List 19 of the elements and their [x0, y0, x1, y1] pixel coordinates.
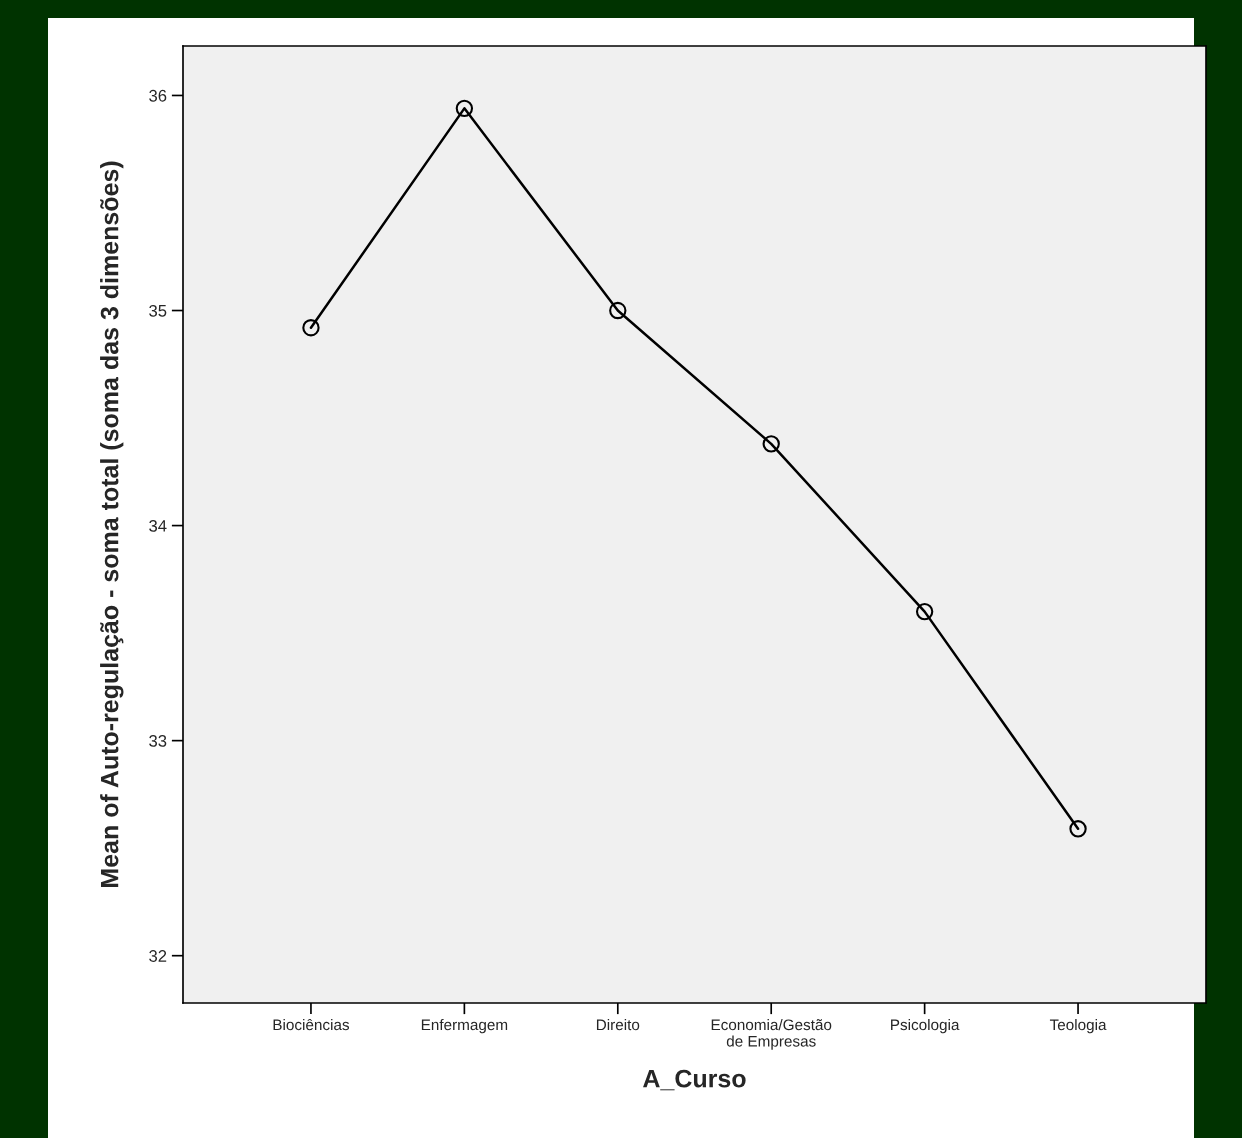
x-tick-label: Economia/Gestão de Empresas [711, 1018, 832, 1050]
x-axis-title: A_Curso [643, 1069, 746, 1091]
y-axis-title: Mean of Auto-regulação - soma total (soma das 3 dimensões) [100, 161, 124, 887]
point [1069, 820, 1087, 838]
y-tick-label: 36 [149, 89, 167, 102]
point [455, 99, 474, 118]
x-tick-label: Teologia [1049, 1018, 1107, 1034]
point [609, 301, 627, 320]
y-tick-label: 32 [149, 950, 167, 962]
point [762, 435, 780, 453]
x-tick-label: Biociências [273, 1018, 350, 1031]
y-tick-label: 34 [149, 519, 167, 532]
point [915, 602, 934, 621]
x-tick-label: Direito [596, 1018, 640, 1031]
point [302, 319, 320, 337]
x-tick-label: Psicologia [891, 1018, 960, 1034]
x-tick-label: Enfermagem [421, 1018, 508, 1034]
y-tick-label: 35 [149, 304, 167, 317]
y-tick-label: 33 [149, 735, 167, 747]
